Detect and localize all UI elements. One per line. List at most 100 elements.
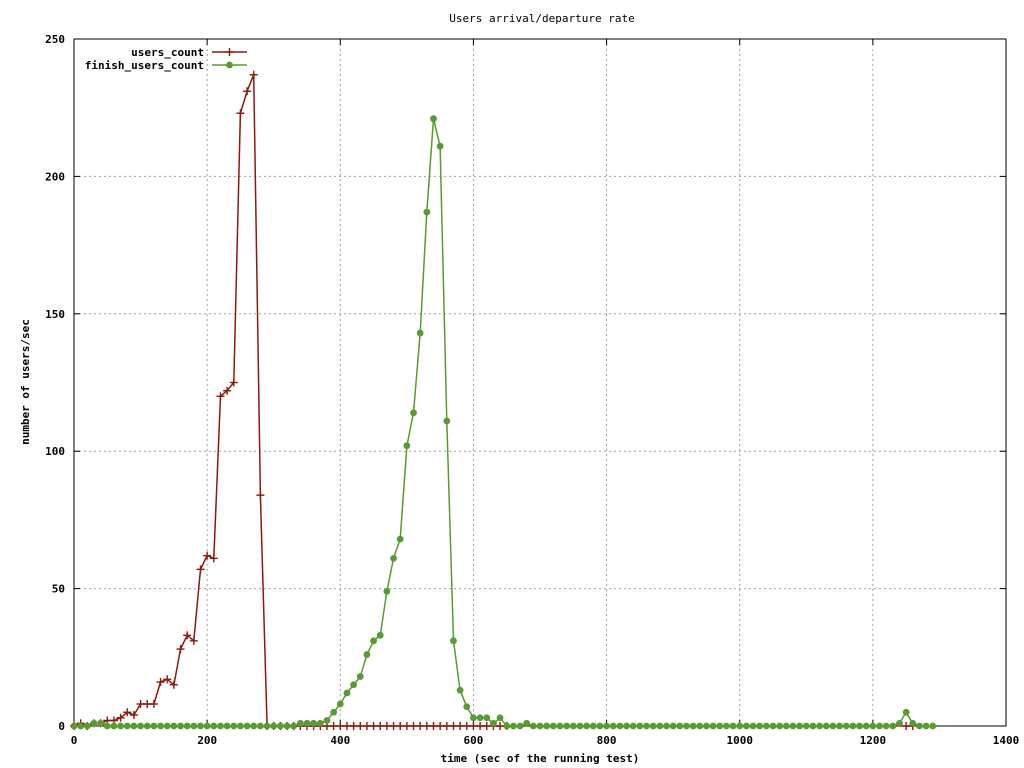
- data-point: [696, 722, 704, 730]
- data-point: [922, 722, 930, 730]
- data-point: [736, 722, 744, 730]
- data-point: [876, 722, 883, 730]
- data-point: [336, 700, 344, 708]
- data-point: [689, 722, 697, 730]
- data-point: [483, 714, 491, 722]
- legend-label: users_count: [131, 46, 204, 59]
- data-point: [769, 722, 777, 730]
- data-point: [902, 708, 910, 716]
- legend-marker: [225, 48, 234, 56]
- data-point: [237, 722, 244, 730]
- data-point: [256, 491, 265, 500]
- data-point: [723, 722, 730, 730]
- data-point: [157, 722, 164, 730]
- data-point: [203, 551, 212, 560]
- data-point: [802, 722, 810, 730]
- data-point: [909, 719, 917, 727]
- data-point: [569, 722, 577, 730]
- x-tick-label: 800: [597, 734, 617, 747]
- data-point: [789, 722, 797, 730]
- x-axis-label: time (sec of the running test): [441, 752, 640, 765]
- data-point: [363, 651, 371, 658]
- data-point: [829, 722, 837, 730]
- data-point: [450, 637, 457, 645]
- data-point: [170, 722, 178, 730]
- data-point: [183, 631, 192, 640]
- data-point: [822, 722, 830, 730]
- data-point: [343, 689, 351, 697]
- data-point: [143, 722, 151, 730]
- data-point: [310, 719, 318, 727]
- data-point: [156, 678, 165, 687]
- data-point: [83, 722, 91, 730]
- data-point: [197, 722, 204, 730]
- data-point: [656, 722, 664, 730]
- data-point: [416, 329, 424, 337]
- x-tick-label: 600: [463, 734, 483, 747]
- y-tick-label: 200: [45, 170, 65, 183]
- data-point: [77, 722, 85, 730]
- data-point: [676, 722, 684, 730]
- data-point: [596, 722, 604, 730]
- data-point: [490, 719, 497, 727]
- data-point: [869, 722, 877, 730]
- data-point: [176, 645, 185, 654]
- data-point: [536, 722, 544, 730]
- data-point: [190, 722, 198, 730]
- data-point: [243, 722, 251, 730]
- data-point: [523, 719, 531, 727]
- y-tick-label: 250: [45, 33, 65, 46]
- data-point: [257, 722, 264, 730]
- series-line-users_count: [73, 73, 913, 727]
- data-point: [496, 714, 504, 722]
- data-point: [216, 392, 225, 401]
- data-point: [856, 722, 863, 730]
- data-point: [150, 722, 158, 730]
- legend-label: finish_users_count: [85, 59, 204, 72]
- data-point: [263, 722, 271, 730]
- data-point: [90, 719, 98, 727]
- data-point: [430, 115, 437, 123]
- data-point: [410, 409, 417, 417]
- data-point: [296, 719, 304, 727]
- series-layer: [70, 70, 937, 730]
- data-point: [709, 722, 717, 730]
- data-point: [163, 722, 171, 730]
- data-point: [229, 378, 238, 387]
- data-point: [383, 587, 391, 595]
- data-point: [203, 722, 211, 730]
- data-point: [649, 722, 657, 730]
- x-tick-label: 1200: [860, 734, 887, 747]
- chart-title: Users arrival/departure rate: [449, 12, 634, 25]
- data-point: [470, 714, 477, 722]
- data-point: [862, 722, 870, 730]
- data-point: [137, 722, 144, 730]
- data-point: [643, 722, 650, 730]
- data-point: [563, 722, 571, 730]
- data-point: [463, 703, 471, 711]
- x-tick-label: 200: [197, 734, 217, 747]
- data-point: [290, 722, 298, 730]
- data-point: [669, 722, 677, 730]
- data-point: [683, 722, 690, 730]
- x-tick-label: 1000: [726, 734, 753, 747]
- plot-frame: [73, 38, 1007, 727]
- data-point: [210, 722, 218, 730]
- data-point: [836, 722, 843, 730]
- data-point: [636, 722, 644, 730]
- data-point: [889, 722, 897, 730]
- data-point: [123, 722, 131, 730]
- data-point: [350, 681, 357, 689]
- data-point: [117, 722, 124, 730]
- x-tick-label: 400: [330, 734, 350, 747]
- data-point: [729, 722, 737, 730]
- data-point: [842, 722, 850, 730]
- data-point: [916, 722, 923, 730]
- data-point: [103, 722, 111, 730]
- data-point: [390, 554, 397, 562]
- data-point: [209, 554, 218, 563]
- data-point: [330, 708, 338, 716]
- data-point: [556, 722, 564, 730]
